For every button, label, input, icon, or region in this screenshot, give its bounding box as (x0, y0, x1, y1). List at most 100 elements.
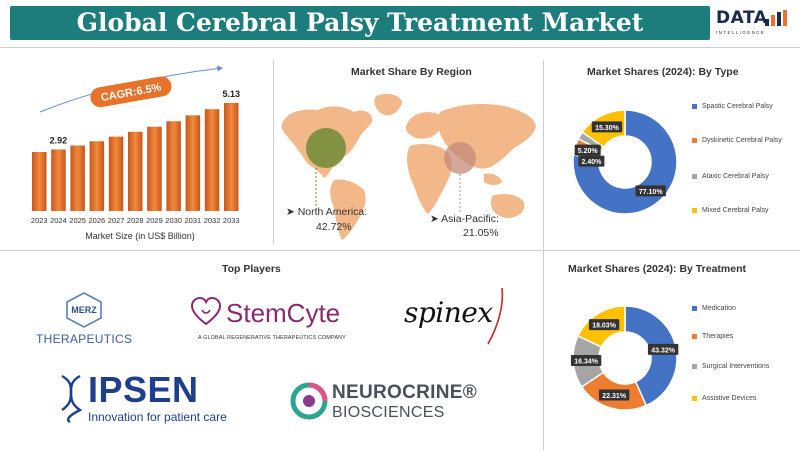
bar-2025 (70, 145, 85, 211)
treatment-donut-chart: 43.32% 22.31% 16.34% 18.03% (570, 305, 679, 411)
north-america-bubble (306, 128, 346, 168)
merz-logo: MERZ THERAPEUTICS (34, 292, 144, 348)
treatment-title: Market Shares (2024): By Treatment (568, 263, 746, 275)
type-value-label-0: 77.10% (639, 189, 664, 196)
bar-2033 (224, 102, 239, 211)
asia-pacific-value: 21.05% (463, 227, 499, 239)
treatment-legend-label: Therapies (702, 333, 734, 340)
north-america-label: ➤ North America: (286, 206, 368, 218)
bar-2028 (128, 131, 143, 211)
treatment-legend-swatch (692, 334, 697, 339)
world-map (281, 94, 536, 240)
type-legend-label: Dyskinetic Cerebral Palsy (702, 137, 782, 144)
bar-2024 (51, 149, 66, 211)
type-label-box-3 (591, 121, 623, 133)
tick-label-2027: 2027 (108, 216, 125, 225)
bar-tick-labels: 2023 2024 2025 2026 2027 2028 2029 2030 2031 2032… (31, 216, 240, 225)
bar-2029 (147, 126, 162, 211)
type-legend-label: Mixed Cerebral Palsy (702, 207, 769, 214)
tick-label-2029: 2029 (146, 216, 163, 225)
cagr-badge: CAGR:6.5% (90, 76, 172, 108)
treatment-value-label-2: 16.34% (574, 358, 599, 365)
tick-label-2028: 2028 (127, 216, 144, 225)
ipsen-sub: Innovation for patient care (88, 410, 227, 424)
neurocrine-name: NEUROCRINE® (332, 382, 478, 403)
type-legend-swatch (692, 104, 697, 109)
treatment-legend-label: Medication (702, 305, 736, 312)
treatment-value-label-3: 18.03% (592, 323, 617, 330)
asia-pacific-label: ➤ Asia-Pacific: (430, 213, 499, 225)
treatment-legend-label: Assistive Devices (702, 395, 757, 402)
merz-sub: THERAPEUTICS (36, 332, 133, 346)
logo-word: DATA (716, 8, 768, 28)
stemcyte-heart-icon (190, 296, 222, 326)
bars-group (32, 102, 239, 211)
top-players-title: Top Players (222, 263, 281, 275)
tick-label-2023: 2023 (31, 216, 48, 225)
type-donut-chart: 77.10% 5.20% 2.40% 15.30% (572, 109, 678, 215)
divider-middle (0, 250, 800, 251)
map-south-america (330, 179, 366, 240)
bar-2032 (204, 109, 220, 211)
tick-label-2032: 2032 (204, 216, 221, 225)
tick-label-2030: 2030 (165, 216, 182, 225)
ipsen-name: IPSEN (88, 369, 199, 410)
neurocrine-circle-icon (290, 382, 328, 420)
stemcyte-logo: StemCyte A GLOBAL REGENERATIVE THERAPEUT… (190, 294, 370, 348)
bar-2030 (166, 121, 181, 211)
type-legend-swatch (692, 138, 697, 143)
treatment-label-box-2 (570, 354, 602, 366)
bar-2023 (32, 152, 47, 211)
map-africa (407, 144, 452, 214)
treatment-legend-label: Surgical Interventions (702, 363, 770, 370)
type-value-label-3: 15.30% (595, 125, 620, 132)
map-europe (405, 112, 442, 139)
neurocrine-logo: NEUROCRINE® BIOSCIENCES (290, 378, 510, 428)
type-legend-swatch (692, 208, 697, 213)
header: Global Cerebral Palsy Treatment Market D… (0, 0, 800, 46)
bar-2031 (185, 115, 201, 211)
neurocrine-sub: BIOSCIENCES (332, 404, 445, 421)
type-legend: Spastic Cerebral Palsy Dyskinetic Cerebra… (692, 98, 798, 228)
bar-value-label-2033: 5.13 (222, 89, 240, 99)
type-label-box-2 (578, 155, 605, 167)
bar-2027 (108, 136, 124, 211)
tick-label-2024: 2024 (50, 216, 67, 225)
treatment-value-label-1: 22.31% (602, 393, 627, 400)
logo-bars-icon (765, 10, 787, 26)
divider-v-2 (543, 60, 544, 450)
treatment-legend-swatch (692, 396, 697, 401)
type-title: Market Shares (2024): By Type (587, 66, 739, 78)
tick-label-2031: 2031 (185, 216, 202, 225)
map-australia (490, 194, 525, 218)
divider-top (0, 47, 800, 48)
logo-subtitle: INTELLIGENCE (716, 30, 766, 35)
market-size-bar-chart: 2023 2024 2025 2026 2027 2028 2029 2030 2031 2032… (31, 65, 240, 241)
type-label-box-1 (574, 144, 601, 156)
treatment-label-box-0 (647, 343, 679, 355)
bar-2026 (89, 141, 105, 211)
merz-name: MERZ (71, 305, 97, 315)
tick-label-2026: 2026 (89, 216, 106, 225)
map-greenland (374, 94, 402, 116)
treatment-legend: Medication Therapies Surgical Intervention… (692, 300, 798, 410)
treatment-legend-swatch (692, 364, 697, 369)
type-legend-swatch (692, 174, 697, 179)
bar-value-labels: 2.92 5.13 (50, 89, 240, 146)
tick-label-2033: 2033 (223, 216, 240, 225)
stemcyte-name: StemCyte (226, 298, 341, 328)
type-legend-label: Spastic Cerebral Palsy (702, 103, 773, 110)
spinex-swoosh-icon (487, 287, 504, 345)
bar-xlabel: Market Size (in US$ Billion) (85, 231, 195, 241)
stemcyte-sub: A GLOBAL REGENERATIVE THERAPEUTICS COMPA… (198, 335, 346, 341)
map-se-asia (484, 173, 502, 185)
page-title: Global Cerebral Palsy Treatment Market (76, 8, 644, 37)
type-value-label-2: 2.40% (582, 159, 603, 166)
north-america-value: 42.72% (316, 221, 352, 233)
treatment-value-label-0: 43.32% (651, 347, 676, 354)
treatment-label-box-3 (588, 319, 620, 331)
type-value-label-1: 5.20% (578, 148, 599, 155)
type-label-box-0 (635, 185, 666, 197)
spinex-logo: spinex (404, 284, 514, 348)
divider-v-1 (273, 60, 274, 244)
